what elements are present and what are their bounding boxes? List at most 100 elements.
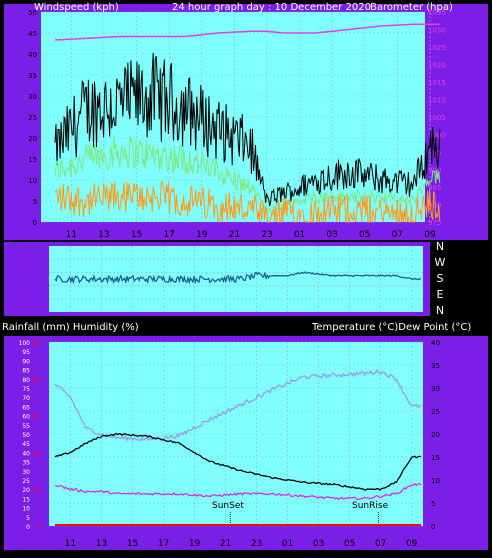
humidity-tick-label: 60 <box>22 414 30 421</box>
temp-tick-label: 5 <box>431 500 435 508</box>
wind-gust-series <box>54 52 441 207</box>
humidity-tick-label: 90 <box>22 358 30 365</box>
temp-tick-label: 40 <box>431 339 440 347</box>
x-tick-label: 17 <box>163 230 174 240</box>
x-tick-label: 05 <box>344 539 355 549</box>
rain-humidity-label: Rainfall (mm) Humidity (%) <box>2 322 139 333</box>
temp-tick-label: 15 <box>431 454 440 462</box>
humidity-tick-label: 85 <box>22 368 30 375</box>
compass-n: N <box>436 304 444 317</box>
humidity-tick-label: 40 <box>22 450 30 457</box>
compass-n: N <box>436 240 444 253</box>
x-tick-label: 01 <box>294 230 305 240</box>
y2-tick-label: 1010 <box>428 97 446 105</box>
x-tick-label: 07 <box>375 539 386 549</box>
panel1-left-axis: 0 5 10 15 20 25 30 35 40 45 50 <box>28 9 37 227</box>
wind-min-series <box>54 181 441 224</box>
x-tick-label: 23 <box>261 230 272 240</box>
humidity-tick-label: 55 <box>22 423 30 430</box>
humidity-tick-label: 5 <box>26 515 30 522</box>
humidity-tick-label: 20 <box>22 487 30 494</box>
humidity-tick-label: 95 <box>22 349 30 356</box>
y-tick-label: 35 <box>28 72 37 80</box>
temp-dew-label: Temperature (°C)Dew Point (°C) <box>311 322 471 333</box>
y2-tick-label: 985 <box>428 184 441 192</box>
temp-tick-label: 35 <box>431 362 440 370</box>
x-tick-label: 15 <box>127 539 138 549</box>
temp-tick-label: 0 <box>431 523 435 531</box>
humidity-tick-label: 80 <box>22 377 30 384</box>
temp-tick-label: 20 <box>431 431 440 439</box>
x-tick-label: 07 <box>392 230 403 240</box>
humidity-tick-label: 15 <box>22 496 30 503</box>
x-tick-label: 23 <box>251 539 262 549</box>
rain-tick-label: 0 <box>36 524 40 531</box>
y-tick-label: 15 <box>28 156 37 164</box>
y-tick-label: 40 <box>28 51 37 59</box>
panel3-series <box>54 368 422 526</box>
y-tick-label: 0 <box>33 219 37 227</box>
windspeed-label: Windspeed (kph) <box>34 2 119 13</box>
y2-tick-label: 1000 <box>428 132 446 140</box>
chart-title: 24 hour graph day : 10 December 2020 <box>172 2 371 13</box>
compass-w: W <box>435 256 446 269</box>
y-tick-label: 10 <box>28 177 37 185</box>
humidity-tick-label: 30 <box>22 469 30 476</box>
x-tick-label: 05 <box>359 230 370 240</box>
x-tick-label: 09 <box>406 539 418 549</box>
wind-direction-series <box>54 271 421 285</box>
temp-tick-label: 10 <box>431 477 440 485</box>
x-tick-label: 11 <box>66 230 77 240</box>
sunset-label: SunSet <box>212 501 244 511</box>
temp-tick-label: 25 <box>431 408 440 416</box>
barometer-series <box>54 23 440 41</box>
x-tick-label: 21 <box>220 539 231 549</box>
temp-tick-label: 30 <box>431 385 440 393</box>
panel2-series <box>54 271 421 285</box>
barometer-label: Barometer (hpa) <box>370 2 453 13</box>
y-tick-label: 5 <box>33 198 37 206</box>
dew-point-series <box>54 482 422 501</box>
y2-tick-label: 1020 <box>428 62 446 70</box>
y2-tick-label: 1015 <box>428 79 446 87</box>
temperature-series <box>54 432 422 491</box>
x-tick-label: 09 <box>424 230 436 240</box>
humidity-tick-label: 50 <box>22 432 30 439</box>
y-tick-label: 30 <box>28 93 37 101</box>
y-tick-label: 45 <box>28 30 37 38</box>
x-tick-label: 13 <box>98 230 109 240</box>
y-tick-label: 25 <box>28 114 37 122</box>
panel3-right-axis: 0 5 10 15 20 25 30 35 40 <box>431 339 440 531</box>
x-tick-label: 19 <box>196 230 208 240</box>
panel3-left-axis: 0510152025303540455055606570758085909510… <box>19 340 41 531</box>
rain-tick-label: 10 <box>32 487 40 494</box>
humidity-series <box>54 368 422 442</box>
humidity-tick-label: 0 <box>26 524 30 531</box>
x-tick-label: 19 <box>189 539 201 549</box>
panel3-x-axis: 11 13 15 17 19 21 23 01 03 05 07 09 <box>65 539 418 549</box>
humidity-tick-label: 25 <box>22 478 30 485</box>
x-tick-label: 17 <box>158 539 169 549</box>
y2-tick-label: 990 <box>428 167 441 175</box>
rain-tick-label: 30 <box>32 414 40 421</box>
compass-s: S <box>437 272 444 285</box>
y2-tick-label: 975 <box>428 219 441 227</box>
x-tick-label: 15 <box>131 230 142 240</box>
y-tick-label: 50 <box>28 9 37 17</box>
x-tick-label: 21 <box>229 230 240 240</box>
humidity-tick-label: 75 <box>22 386 30 393</box>
wind-avg-series <box>54 135 441 214</box>
x-tick-label: 03 <box>313 539 324 549</box>
humidity-tick-label: 45 <box>22 441 30 448</box>
humidity-tick-label: 35 <box>22 460 30 467</box>
panel1-series <box>54 23 441 224</box>
humidity-tick-label: 10 <box>22 506 30 513</box>
x-tick-label: 03 <box>326 230 337 240</box>
rain-tick-label: 20 <box>32 450 40 457</box>
x-tick-label: 01 <box>282 539 293 549</box>
humidity-tick-label: 70 <box>22 395 30 402</box>
compass-e: E <box>437 288 444 301</box>
x-tick-label: 13 <box>96 539 107 549</box>
